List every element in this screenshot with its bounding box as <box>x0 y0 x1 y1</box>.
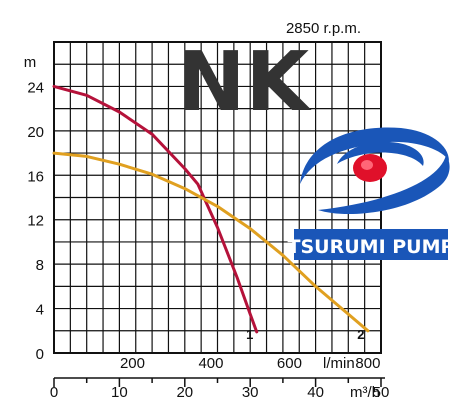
x-tick-label-lmin: 600 <box>277 355 302 372</box>
x-tick-label-m3h: 30 <box>242 384 259 400</box>
y-tick-label: 20 <box>27 124 44 141</box>
brand-name: TSURUMI PUMP <box>288 236 455 258</box>
x-tick-label-lmin: 800 <box>355 355 380 372</box>
x-tick-label-lmin: 200 <box>120 355 145 372</box>
swirl-icon <box>300 127 450 215</box>
x-tick-label-m3h: 40 <box>307 384 324 400</box>
x-tick-label-m3h: 0 <box>50 384 58 400</box>
x-tick-label-m3h: 10 <box>111 384 128 400</box>
y-tick-label: 4 <box>36 302 44 319</box>
plot-frame <box>53 41 382 354</box>
x-tick-label-m3h: 20 <box>176 384 193 400</box>
tsurumi-logo: TSURUMI PUMP <box>288 127 455 260</box>
y-tick-label: 24 <box>27 79 44 96</box>
y-axis-label: m <box>24 54 37 71</box>
curve-label-1: 1 <box>246 327 253 342</box>
chart-title: NK <box>177 35 313 130</box>
grid <box>53 41 382 354</box>
brand-banner <box>294 229 448 260</box>
x-axis-label-lmin: l/min <box>323 355 355 372</box>
y-tick-label: 8 <box>36 257 44 274</box>
y-tick-label: 12 <box>27 213 44 230</box>
x-tick-label-lmin: 400 <box>198 355 223 372</box>
curve-label-2: 2 <box>357 327 364 342</box>
speed-label: 2850 r.p.m. <box>286 20 361 37</box>
x-tick-label-m3h: 50 <box>373 384 390 400</box>
performance-curve-2 <box>52 151 370 333</box>
y-tick-label: 16 <box>27 168 44 185</box>
y-tick-label: 0 <box>36 346 44 363</box>
performance-curve-1 <box>52 84 259 334</box>
x-axis-label-m3h: m³/h <box>350 384 380 400</box>
